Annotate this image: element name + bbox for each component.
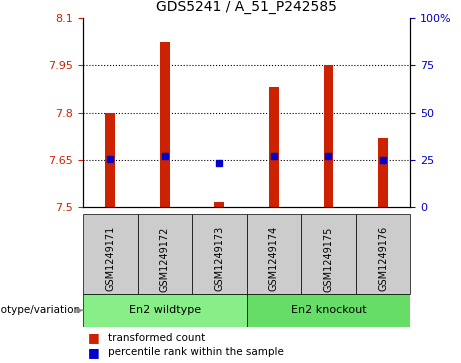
Bar — [378, 138, 388, 207]
Bar — [247, 294, 410, 327]
Bar — [83, 294, 247, 327]
Text: GSM1249172: GSM1249172 — [160, 226, 170, 291]
Text: genotype/variation: genotype/variation — [0, 305, 80, 315]
Text: ■: ■ — [88, 331, 99, 344]
Title: GDS5241 / A_51_P242585: GDS5241 / A_51_P242585 — [156, 0, 337, 15]
Text: GSM1249176: GSM1249176 — [378, 226, 388, 291]
Text: GSM1249171: GSM1249171 — [105, 226, 115, 291]
Bar — [214, 202, 224, 207]
Bar — [106, 113, 115, 207]
Bar — [160, 42, 170, 207]
Text: GSM1249173: GSM1249173 — [214, 226, 225, 291]
Text: ■: ■ — [88, 346, 99, 359]
Bar — [356, 214, 410, 294]
Text: GSM1249175: GSM1249175 — [324, 226, 333, 291]
Text: En2 wildtype: En2 wildtype — [129, 305, 201, 315]
Bar — [137, 214, 192, 294]
Bar — [301, 214, 356, 294]
Text: En2 knockout: En2 knockout — [290, 305, 366, 315]
Bar — [247, 214, 301, 294]
Text: GSM1249174: GSM1249174 — [269, 226, 279, 291]
Text: transformed count: transformed count — [108, 333, 206, 343]
Bar — [192, 214, 247, 294]
Bar — [269, 87, 279, 207]
Bar — [83, 214, 137, 294]
Bar — [324, 65, 333, 207]
Text: percentile rank within the sample: percentile rank within the sample — [108, 347, 284, 357]
